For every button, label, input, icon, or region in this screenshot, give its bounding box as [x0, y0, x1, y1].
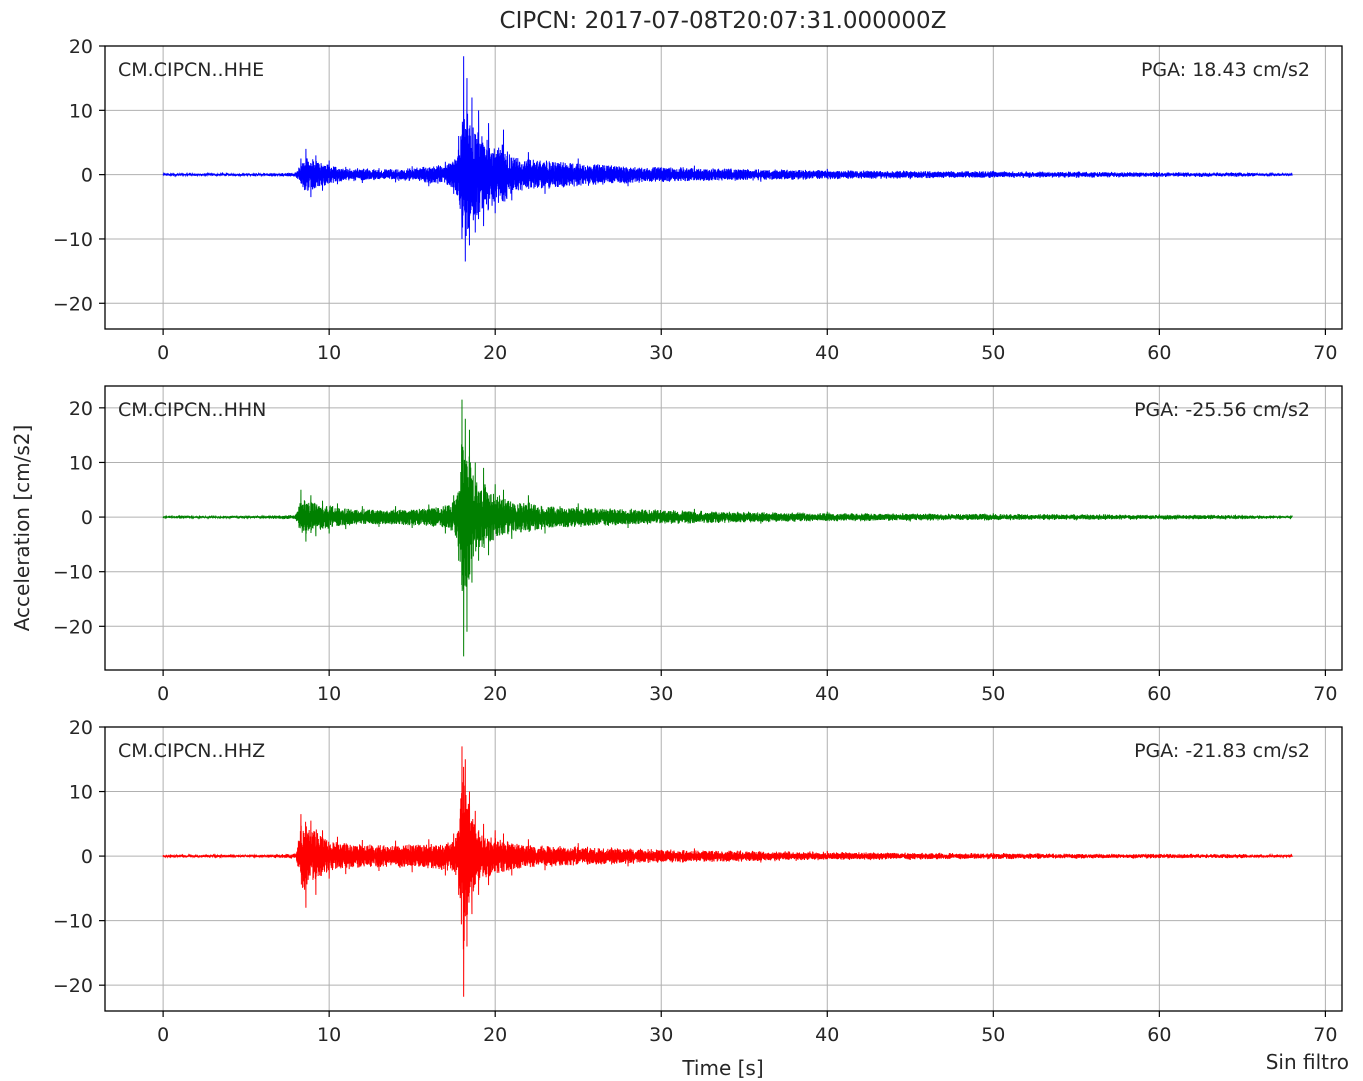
y-tick-label: 10	[69, 452, 93, 474]
x-tick-label: 40	[815, 683, 839, 705]
y-tick-label: 0	[81, 165, 93, 187]
x-tick-label: 30	[649, 683, 673, 705]
x-tick-label: 10	[317, 1024, 341, 1046]
y-tick-label: 10	[69, 100, 93, 122]
channel-label: CM.CIPCN..HHN	[118, 399, 266, 421]
figure-title: CIPCN: 2017-07-08T20:07:31.000000Z	[500, 8, 947, 34]
x-tick-label: 30	[649, 342, 673, 364]
x-tick-label: 60	[1147, 342, 1171, 364]
y-tick-label: 20	[69, 717, 93, 739]
axes-frame-hhe	[104, 45, 1343, 330]
channel-label: CM.CIPCN..HHZ	[118, 740, 265, 762]
axes-frame-hhz	[104, 726, 1343, 1012]
panel-hhe: 0 10 20 30 40 50 60 70 20 10 0 −10 −20 CM.CIPCN..HHE P…	[53, 36, 1343, 364]
x-tick-label: 20	[483, 1024, 507, 1046]
x-tick-label: 20	[483, 342, 507, 364]
x-tick-label: 50	[981, 683, 1005, 705]
x-tick-label: 30	[649, 1024, 673, 1046]
waveform-hhe	[162, 56, 1293, 262]
y-tick-label: −20	[53, 616, 93, 638]
panels: 0 10 20 30 40 50 60 70 20 10 0 −10 −20 CM.CIPCN..HHE P…	[53, 36, 1343, 1046]
x-tick-label: 0	[157, 342, 169, 364]
x-tick-label: 0	[157, 683, 169, 705]
y-tick-label: 20	[69, 36, 93, 58]
x-tick-label: 0	[157, 1024, 169, 1046]
x-tick-label: 70	[1313, 1024, 1337, 1046]
y-axis-label: Acceleration [cm/s2]	[10, 425, 34, 632]
panel-hhz: 0 10 20 30 40 50 60 70 20 10 0 −10 −20 CM.CIPCN..HHZ P…	[53, 717, 1343, 1046]
y-tick-label: −20	[53, 975, 93, 997]
axes-frame-hhn	[104, 385, 1343, 671]
channel-label: CM.CIPCN..HHE	[118, 59, 264, 81]
x-tick-label: 50	[981, 342, 1005, 364]
y-tick-label: −10	[53, 229, 93, 251]
pga-label: PGA: 18.43 cm/s2	[1141, 59, 1310, 81]
x-tick-label: 60	[1147, 1024, 1171, 1046]
filter-note: Sin filtro	[1266, 1050, 1349, 1074]
x-tick-label: 20	[483, 683, 507, 705]
x-tick-label: 70	[1313, 342, 1337, 364]
pga-label: PGA: -25.56 cm/s2	[1134, 399, 1310, 421]
y-tick-label: 0	[81, 846, 93, 868]
panel-hhn: 0 10 20 30 40 50 60 70 20 10 0 −10 −20 CM.CIPCN..HHN P…	[53, 385, 1343, 705]
x-tick-label: 40	[815, 1024, 839, 1046]
x-tick-label: 70	[1313, 683, 1337, 705]
waveform-hhz	[162, 746, 1293, 997]
x-tick-label: 10	[317, 342, 341, 364]
y-tick-label: 20	[69, 398, 93, 420]
x-tick-label: 10	[317, 683, 341, 705]
x-tick-label: 50	[981, 1024, 1005, 1046]
waveform-hhn	[162, 399, 1293, 657]
y-tick-label: −10	[53, 911, 93, 933]
pga-label: PGA: -21.83 cm/s2	[1134, 740, 1310, 762]
x-tick-label: 60	[1147, 683, 1171, 705]
y-tick-label: −10	[53, 562, 93, 584]
y-tick-label: −20	[53, 293, 93, 315]
y-tick-label: 10	[69, 782, 93, 804]
x-axis-label: Time [s]	[681, 1056, 763, 1080]
x-tick-label: 40	[815, 342, 839, 364]
y-tick-label: 0	[81, 507, 93, 529]
